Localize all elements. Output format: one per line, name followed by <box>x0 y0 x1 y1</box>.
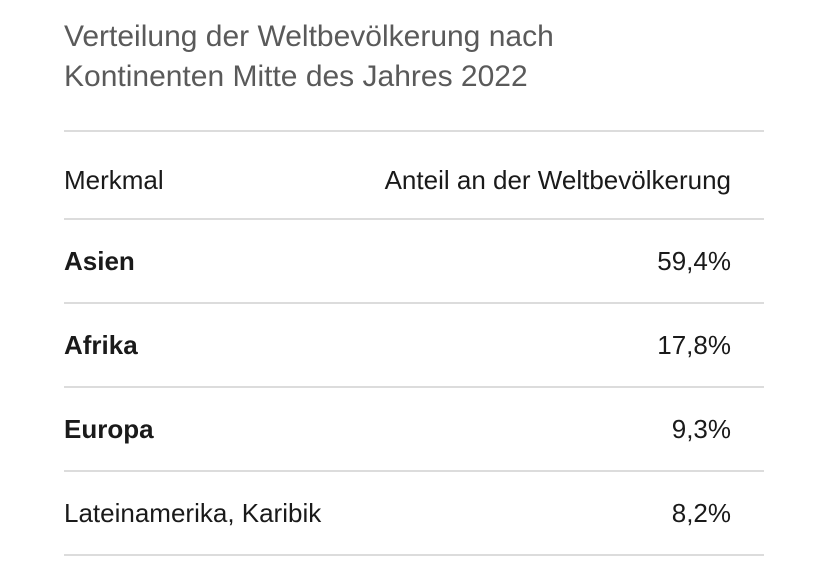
table-row: Afrika 17,8% <box>64 303 764 387</box>
row-value: 59,4% <box>657 245 731 276</box>
column-header: Anteil an der Weltbevölkerung <box>384 165 731 195</box>
row-value: 9,3% <box>671 413 731 444</box>
table-body: Asien 59,4% Afrika 17,8% Europa 9,3% Lateiname… <box>64 219 764 555</box>
table-row: Lateinamerika, Karibik 8,2% <box>64 471 764 555</box>
row-label: Lateinamerika, Karibik <box>64 497 322 528</box>
row-label: Asien <box>64 245 135 276</box>
table-row: Asien 59,4% <box>64 219 764 303</box>
row-value: 8,2% <box>671 497 731 528</box>
data-table: Merkmal Anteil an der Weltbevölkerung As… <box>64 130 764 556</box>
row-value: 17,8% <box>657 329 731 360</box>
header-row: Merkmal Anteil an der Weltbevölkerung <box>64 131 764 219</box>
title: Verteilung der Weltbevölkerung nach Kont… <box>64 20 554 93</box>
row-label: Europa <box>64 413 154 444</box>
column-header: Merkmal <box>64 165 164 195</box>
row-label: Afrika <box>64 329 138 360</box>
table-row: Europa 9,3% <box>64 387 764 471</box>
